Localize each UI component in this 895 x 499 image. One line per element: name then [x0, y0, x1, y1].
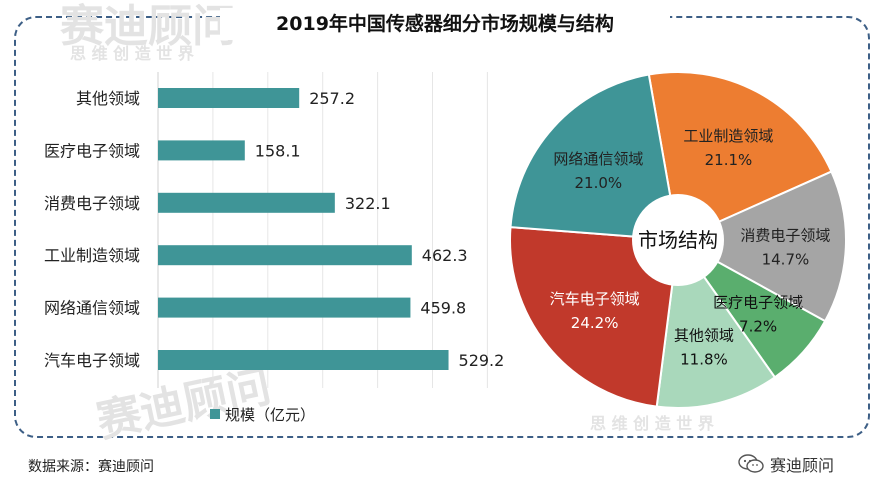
watermark-sub: 思 维 创 造 世 界 — [70, 44, 194, 63]
bar — [158, 192, 335, 213]
y-tick-label: 汽车电子领域 — [44, 351, 140, 370]
pie-slice — [675, 170, 847, 323]
y-tick-label: 医疗电子领域 — [44, 141, 140, 160]
source-note: 数据来源：赛迪顾问 — [28, 459, 154, 475]
data-label: 459.8 — [420, 299, 466, 318]
slice-label: 网络通信领域 — [553, 150, 643, 168]
pie-center-label: 市场结构 — [638, 228, 718, 252]
bar — [158, 140, 245, 161]
wechat-icon — [738, 454, 764, 473]
brand-badge: 赛迪顾问 — [738, 452, 834, 476]
watermark-main: 赛迪顾问 — [60, 1, 236, 52]
bar-chart: 其他领域 257.2 医疗电子领域 158.1 消费电子领域 322.1 工业制造领域 462… — [44, 72, 505, 388]
slice-value-label: 24.2% — [571, 314, 619, 332]
y-tick-label: 消费电子领域 — [44, 194, 140, 213]
pie-chart: 市场结构 工业制造领域 21.1% 消费电子领域 14.7% 医疗电子领域 7.2% 其他领域… — [509, 71, 847, 410]
bar — [158, 350, 449, 370]
slice-value-label: 11.8% — [680, 350, 728, 368]
data-label: 322.1 — [345, 194, 391, 213]
slice-label: 消费电子领域 — [740, 227, 830, 245]
y-tick-label: 工业制造领域 — [44, 246, 140, 265]
slice-value-label: 7.2% — [739, 318, 777, 336]
bar — [158, 297, 411, 318]
data-label: 257.2 — [309, 89, 355, 108]
slice-value-label: 21.0% — [575, 174, 623, 192]
data-label: 158.1 — [255, 141, 301, 160]
slice-label: 汽车电子领域 — [550, 290, 640, 308]
y-tick-label: 其他领域 — [76, 89, 140, 108]
data-label: 462.3 — [422, 246, 468, 265]
brand-name: 赛迪顾问 — [770, 456, 835, 475]
watermark-sub: 思 维 创 造 世 界 — [590, 414, 714, 433]
legend-swatch — [210, 409, 220, 419]
bar-legend: 规模（亿元） — [210, 404, 315, 424]
data-label: 529.2 — [459, 351, 505, 370]
bar — [158, 88, 300, 108]
y-tick-label: 网络通信领域 — [44, 299, 140, 318]
slice-label: 其他领域 — [674, 326, 734, 344]
slice-value-label: 21.1% — [705, 151, 753, 169]
donut-hole — [632, 194, 724, 286]
pie-slice — [509, 73, 680, 242]
pie-slice — [509, 226, 680, 408]
bar — [158, 245, 412, 266]
legend-label: 规模（亿元） — [225, 405, 316, 424]
slice-label: 工业制造领域 — [683, 127, 773, 145]
slice-label: 医疗电子领域 — [713, 294, 803, 312]
slice-value-label: 14.7% — [762, 251, 810, 269]
chart-title: 2019年中国传感器细分市场规模与结构 — [220, 8, 670, 40]
